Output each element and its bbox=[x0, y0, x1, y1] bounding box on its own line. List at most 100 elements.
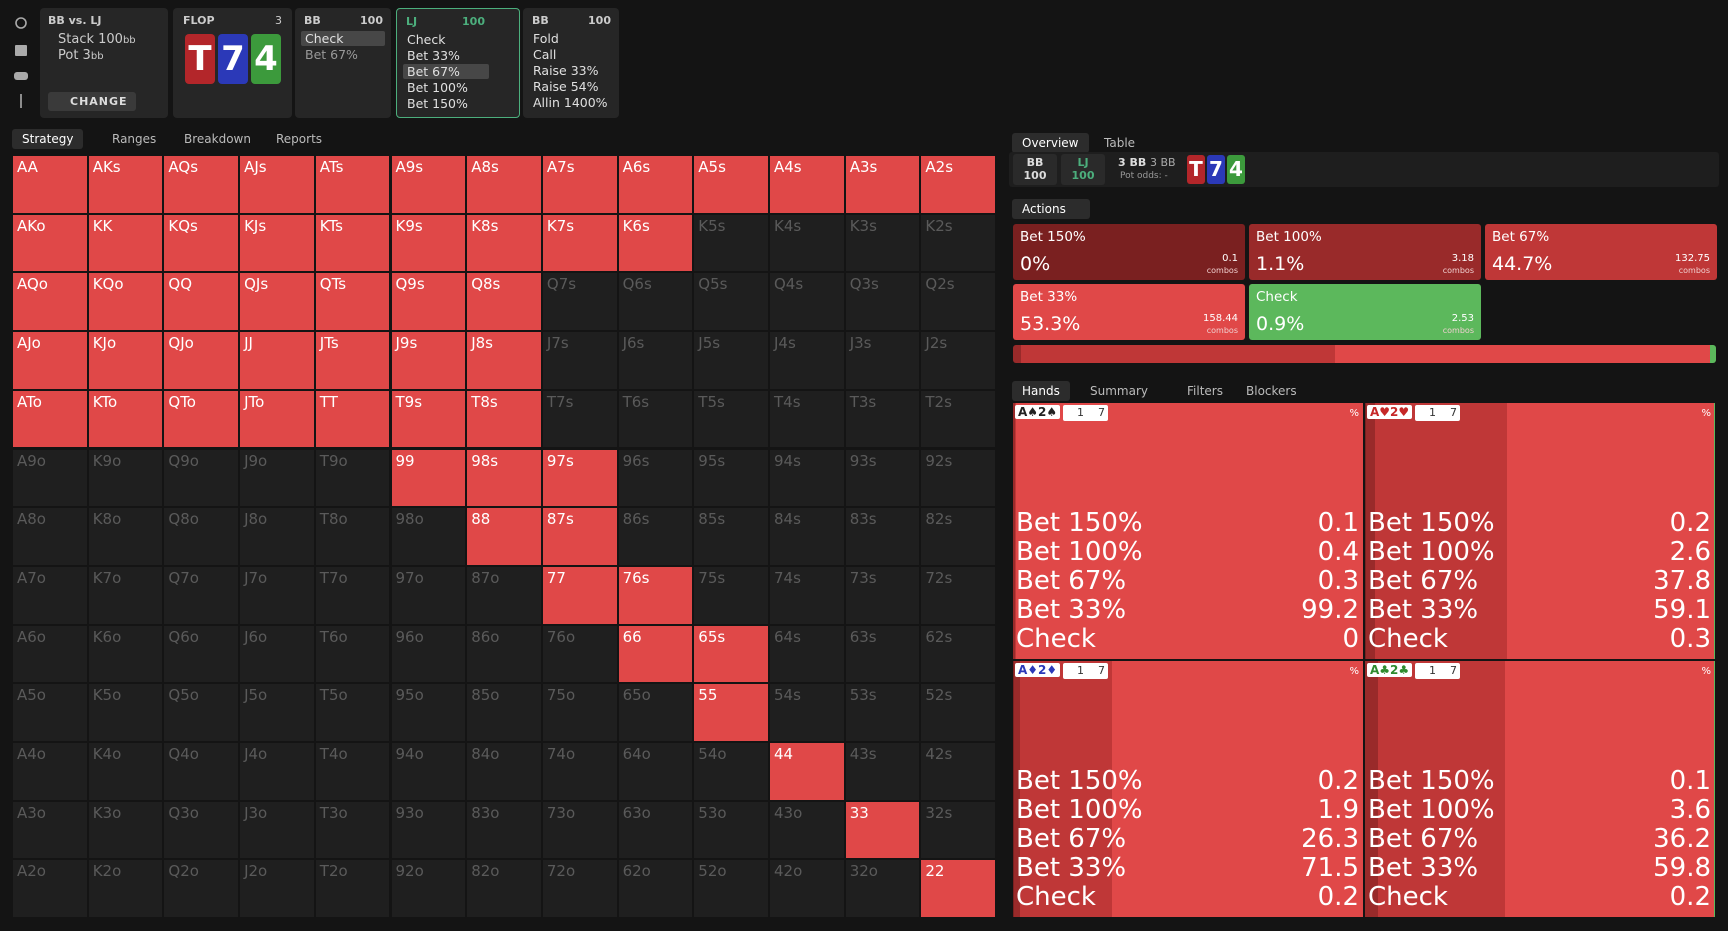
hand-cell[interactable]: K6s bbox=[617, 213, 694, 273]
player-action[interactable]: Allin 1400% bbox=[533, 95, 608, 110]
hand-cell[interactable]: 83s bbox=[844, 507, 921, 566]
hand-cell[interactable]: A7s bbox=[541, 155, 618, 214]
hand-cell[interactable]: T5s bbox=[693, 389, 769, 449]
hand-cell[interactable]: K4o bbox=[87, 742, 164, 801]
hand-cell[interactable]: A7o bbox=[12, 565, 88, 625]
gamepad-icon[interactable] bbox=[14, 72, 28, 80]
hand-cell[interactable]: 74o bbox=[541, 742, 618, 801]
hand-cell[interactable]: T4s bbox=[769, 389, 845, 449]
hand-cell[interactable]: 83o bbox=[466, 800, 542, 860]
action-card[interactable]: Bet 100% 1.1% 3.18 combos bbox=[1249, 224, 1481, 280]
left-tab[interactable]: Reports bbox=[276, 132, 323, 146]
action-card[interactable]: Bet 150% 0% 0.1 combos bbox=[1013, 224, 1245, 280]
hand-cell[interactable]: 44 bbox=[769, 742, 845, 801]
hand-cell[interactable]: 72s bbox=[920, 565, 997, 625]
hand-cell[interactable]: KJs bbox=[239, 213, 315, 273]
hand-cell[interactable]: K4s bbox=[769, 213, 845, 273]
save-icon[interactable] bbox=[15, 45, 27, 56]
hand-cell[interactable]: 54s bbox=[769, 683, 845, 742]
left-tab[interactable]: Ranges bbox=[112, 132, 157, 146]
hand-cell[interactable]: Q7s bbox=[541, 272, 618, 332]
hand-cell[interactable]: T7o bbox=[314, 565, 391, 625]
hand-cell[interactable]: A6s bbox=[617, 155, 694, 214]
hand-cell[interactable]: Q2s bbox=[920, 272, 997, 332]
hand-cell[interactable]: A8s bbox=[466, 155, 542, 214]
hand-cell[interactable]: J9o bbox=[239, 448, 315, 508]
hand-cell[interactable]: QJo bbox=[163, 331, 240, 390]
hand-cell[interactable]: Q5o bbox=[163, 683, 240, 742]
hand-cell[interactable]: 98o bbox=[390, 507, 467, 566]
hand-cell[interactable]: 53o bbox=[693, 800, 769, 860]
hand-cell[interactable]: 64s bbox=[769, 624, 845, 684]
hand-cell[interactable]: 93s bbox=[844, 448, 921, 508]
right-tab[interactable]: Table bbox=[1104, 136, 1136, 150]
player-action[interactable]: Bet 33% bbox=[407, 48, 460, 63]
hand-cell[interactable]: QTo bbox=[163, 389, 240, 449]
hand-cell[interactable]: T3s bbox=[844, 389, 921, 449]
hand-cell[interactable]: K7s bbox=[541, 213, 618, 273]
hand-cell[interactable]: JTs bbox=[314, 331, 391, 390]
hand-cell[interactable]: J4o bbox=[239, 742, 315, 801]
hand-cell[interactable]: AA bbox=[12, 155, 88, 214]
hand-cell[interactable]: 62o bbox=[617, 859, 694, 919]
hand-cell[interactable]: 73o bbox=[541, 800, 618, 860]
hand-cell[interactable]: K5s bbox=[693, 213, 769, 273]
hand-cell[interactable]: Q4s bbox=[769, 272, 845, 332]
hand-cell[interactable]: J3s bbox=[844, 331, 921, 390]
hand-cell[interactable]: 97o bbox=[390, 565, 467, 625]
hand-cell[interactable]: 87s bbox=[541, 507, 618, 566]
hand-cell[interactable]: Q2o bbox=[163, 859, 240, 919]
player-action[interactable]: Bet 67% bbox=[305, 47, 358, 62]
hand-cell[interactable]: 42s bbox=[920, 742, 997, 801]
hand-cell[interactable]: K8o bbox=[87, 507, 164, 566]
hand-cell[interactable]: 82s bbox=[920, 507, 997, 566]
hand-cell[interactable]: K9s bbox=[390, 213, 467, 273]
player-action[interactable]: Bet 100% bbox=[407, 80, 468, 95]
hand-cell[interactable]: Q6o bbox=[163, 624, 240, 684]
hand-cell[interactable]: 55 bbox=[693, 683, 769, 742]
action-card[interactable]: Bet 67% 44.7% 132.75 combos bbox=[1485, 224, 1717, 280]
hand-cell[interactable]: 32o bbox=[844, 859, 921, 919]
change-button[interactable]: CHANGE bbox=[48, 92, 136, 111]
hand-cell[interactable]: 96s bbox=[617, 448, 694, 508]
hand-cell[interactable]: K2o bbox=[87, 859, 164, 919]
hand-cell[interactable]: 86o bbox=[466, 624, 542, 684]
hand-cell[interactable]: Q6s bbox=[617, 272, 694, 332]
hand-cell[interactable]: Q8o bbox=[163, 507, 240, 566]
hand-cell[interactable]: K2s bbox=[920, 213, 997, 273]
hand-cell[interactable]: 43o bbox=[769, 800, 845, 860]
hand-cell[interactable]: 96o bbox=[390, 624, 467, 684]
hand-cell[interactable]: 85s bbox=[693, 507, 769, 566]
hand-cell[interactable]: K7o bbox=[87, 565, 164, 625]
hand-cell[interactable]: T3o bbox=[314, 800, 391, 860]
hand-cell[interactable]: 88 bbox=[466, 507, 542, 566]
hand-cell[interactable]: J3o bbox=[239, 800, 315, 860]
hand-cell[interactable]: T2s bbox=[920, 389, 997, 449]
hand-cell[interactable]: T9s bbox=[390, 389, 467, 449]
hand-cell[interactable]: A9o bbox=[12, 448, 88, 508]
hand-tab[interactable]: Summary bbox=[1090, 384, 1148, 398]
hand-cell[interactable]: J6o bbox=[239, 624, 315, 684]
hand-cell[interactable]: T5o bbox=[314, 683, 391, 742]
hand-cell[interactable]: 66 bbox=[617, 624, 694, 684]
player-action[interactable]: Check bbox=[407, 32, 446, 47]
hand-cell[interactable]: T6o bbox=[314, 624, 391, 684]
hand-cell[interactable]: AQs bbox=[163, 155, 240, 214]
hand-cell[interactable]: Q4o bbox=[163, 742, 240, 801]
hand-cell[interactable]: A9s bbox=[390, 155, 467, 214]
hand-cell[interactable]: 93o bbox=[390, 800, 467, 860]
hand-cell[interactable]: QJs bbox=[239, 272, 315, 332]
hand-cell[interactable]: 77 bbox=[541, 565, 618, 625]
hand-cell[interactable]: AJs bbox=[239, 155, 315, 214]
hand-tab[interactable]: Hands bbox=[1012, 381, 1070, 401]
hand-cell[interactable]: T8s bbox=[466, 389, 542, 449]
left-tab[interactable]: Breakdown bbox=[184, 132, 251, 146]
hand-cell[interactable]: 64o bbox=[617, 742, 694, 801]
hand-cell[interactable]: A2s bbox=[920, 155, 997, 214]
hand-cell[interactable]: A5s bbox=[693, 155, 769, 214]
hand-cell[interactable]: K5o bbox=[87, 683, 164, 742]
player-action[interactable]: Raise 33% bbox=[533, 63, 599, 78]
hand-cell[interactable]: 72o bbox=[541, 859, 618, 919]
hand-cell[interactable]: 87o bbox=[466, 565, 542, 625]
hand-cell[interactable]: 65s bbox=[693, 624, 769, 684]
